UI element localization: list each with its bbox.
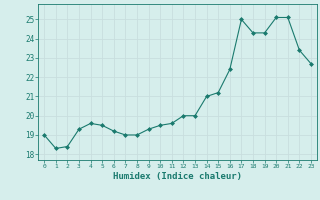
X-axis label: Humidex (Indice chaleur): Humidex (Indice chaleur) — [113, 172, 242, 181]
